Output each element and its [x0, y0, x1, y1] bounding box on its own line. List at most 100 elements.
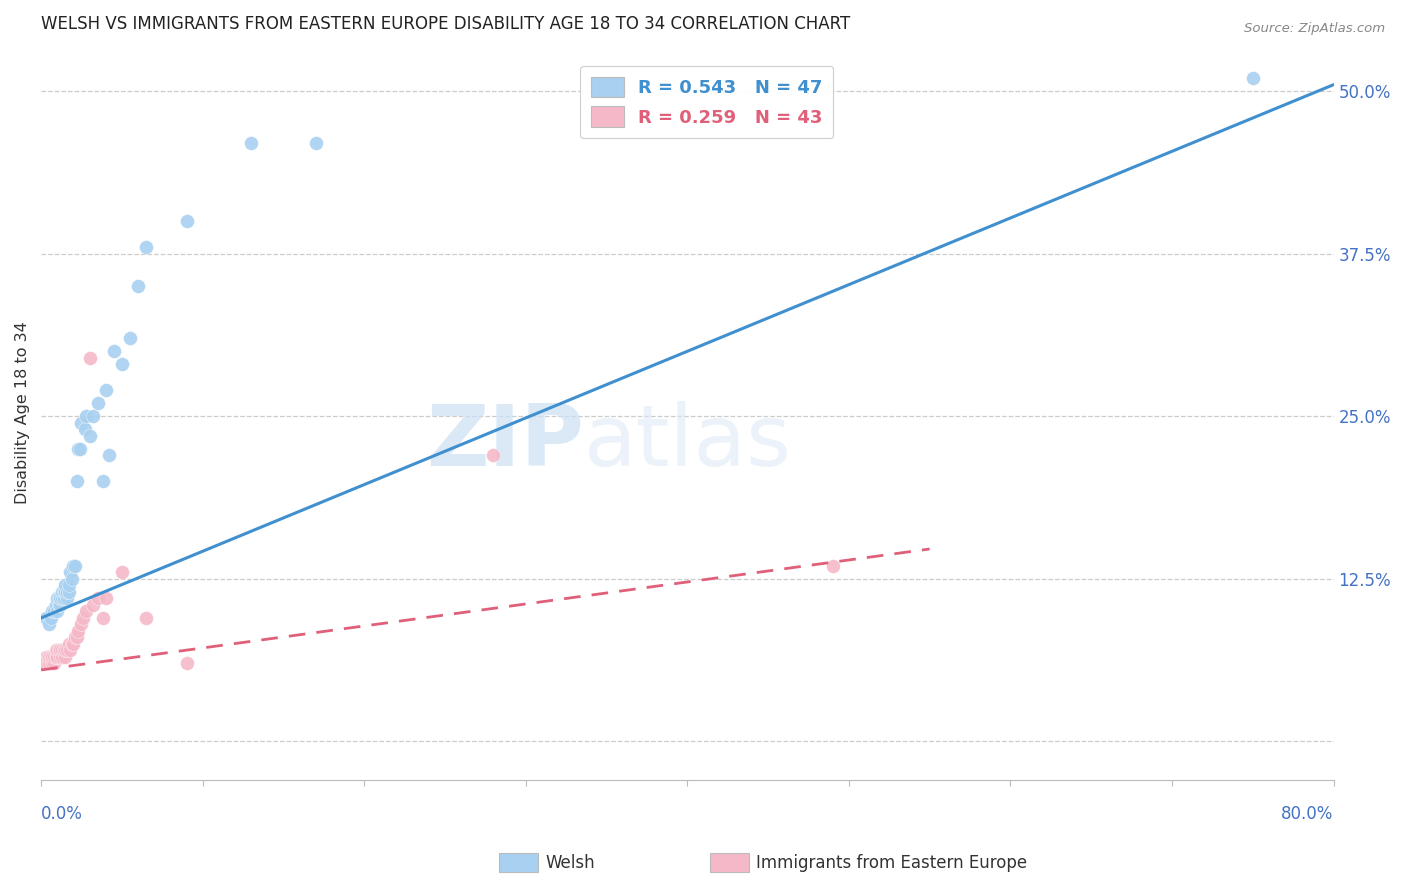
- Point: [51, 585, 73, 599]
- Point: [94, 591, 117, 606]
- Point: [62, 558, 84, 573]
- Point: [94, 384, 117, 398]
- Point: [52, 585, 75, 599]
- Point: [821, 558, 844, 573]
- Point: [70, 416, 93, 430]
- Point: [79, 429, 101, 443]
- Point: [118, 331, 141, 345]
- Point: [46, 643, 69, 657]
- Point: [51, 591, 73, 606]
- Point: [45, 598, 67, 612]
- Point: [97, 448, 120, 462]
- Point: [48, 643, 70, 657]
- Legend: R = 0.543   N = 47, R = 0.259   N = 43: R = 0.543 N = 47, R = 0.259 N = 43: [581, 66, 834, 138]
- Point: [52, 591, 75, 606]
- Point: [39, 649, 62, 664]
- Point: [63, 631, 86, 645]
- Point: [111, 357, 134, 371]
- Point: [75, 604, 97, 618]
- Point: [86, 396, 108, 410]
- Point: [49, 649, 72, 664]
- Point: [62, 637, 84, 651]
- Point: [91, 611, 114, 625]
- Point: [46, 604, 69, 618]
- Text: ZIP: ZIP: [426, 401, 583, 484]
- Point: [111, 566, 134, 580]
- Y-axis label: Disability Age 18 to 34: Disability Age 18 to 34: [15, 322, 30, 505]
- Point: [82, 409, 104, 424]
- Point: [51, 643, 73, 657]
- Text: 80.0%: 80.0%: [1281, 805, 1333, 823]
- Point: [127, 279, 149, 293]
- Point: [41, 604, 63, 618]
- Point: [45, 643, 67, 657]
- Point: [56, 643, 79, 657]
- Point: [45, 649, 67, 664]
- Text: atlas: atlas: [583, 401, 792, 484]
- Point: [46, 591, 69, 606]
- Text: 0.0%: 0.0%: [41, 805, 83, 823]
- Point: [41, 649, 63, 664]
- Point: [67, 624, 90, 638]
- Point: [53, 578, 76, 592]
- Point: [135, 240, 157, 254]
- Point: [66, 631, 89, 645]
- Point: [63, 558, 86, 573]
- Point: [35, 611, 58, 625]
- Point: [305, 136, 328, 151]
- Point: [67, 442, 90, 456]
- Point: [49, 591, 72, 606]
- Point: [58, 637, 80, 651]
- Point: [73, 422, 96, 436]
- Point: [42, 649, 65, 664]
- Point: [86, 591, 108, 606]
- Point: [39, 611, 62, 625]
- Point: [52, 643, 75, 657]
- Point: [58, 578, 80, 592]
- Point: [42, 657, 65, 671]
- Point: [59, 566, 82, 580]
- Point: [38, 617, 60, 632]
- Point: [60, 637, 83, 651]
- Point: [103, 344, 125, 359]
- Point: [49, 598, 72, 612]
- Point: [69, 442, 91, 456]
- Point: [176, 657, 198, 671]
- Point: [60, 572, 83, 586]
- Point: [56, 585, 79, 599]
- Point: [49, 643, 72, 657]
- Point: [53, 585, 76, 599]
- Point: [66, 475, 89, 489]
- Point: [42, 604, 65, 618]
- Point: [1241, 71, 1264, 86]
- Point: [91, 475, 114, 489]
- Point: [135, 611, 157, 625]
- Point: [34, 657, 56, 671]
- Text: Welsh: Welsh: [546, 854, 595, 871]
- Point: [53, 643, 76, 657]
- Point: [82, 598, 104, 612]
- Point: [240, 136, 263, 151]
- Point: [38, 649, 60, 664]
- Point: [70, 617, 93, 632]
- Point: [46, 649, 69, 664]
- Point: [176, 214, 198, 228]
- Text: Immigrants from Eastern Europe: Immigrants from Eastern Europe: [756, 854, 1028, 871]
- Text: Source: ZipAtlas.com: Source: ZipAtlas.com: [1244, 22, 1385, 36]
- Point: [53, 649, 76, 664]
- Point: [38, 657, 60, 671]
- Point: [72, 611, 94, 625]
- Point: [41, 657, 63, 671]
- Point: [37, 649, 59, 664]
- Point: [48, 591, 70, 606]
- Point: [56, 591, 79, 606]
- Point: [79, 351, 101, 365]
- Point: [59, 643, 82, 657]
- Point: [51, 649, 73, 664]
- Point: [58, 585, 80, 599]
- Text: WELSH VS IMMIGRANTS FROM EASTERN EUROPE DISABILITY AGE 18 TO 34 CORRELATION CHAR: WELSH VS IMMIGRANTS FROM EASTERN EUROPE …: [41, 15, 851, 33]
- Point: [482, 448, 505, 462]
- Point: [35, 649, 58, 664]
- Point: [75, 409, 97, 424]
- Point: [48, 598, 70, 612]
